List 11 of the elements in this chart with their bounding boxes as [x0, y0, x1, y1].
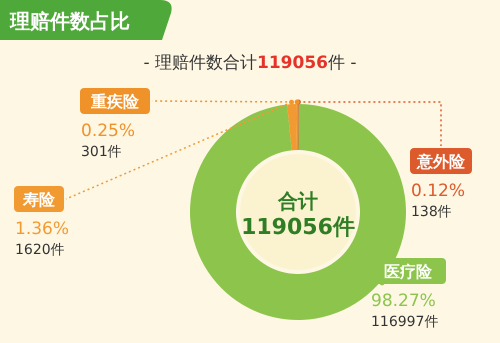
- data-label: 0.12% 138件: [411, 181, 466, 220]
- chart-title: 理赔件数占比: [9, 9, 130, 33]
- slice-label: 医疗险: [384, 262, 433, 281]
- data-label: 1.36% 1620件: [15, 219, 70, 258]
- slice-label: 意外险: [416, 152, 466, 171]
- data-label: 0.25% 301件: [81, 121, 136, 160]
- slice-label: 重疾险: [90, 92, 140, 111]
- text: 合计 119056件: [241, 189, 355, 240]
- chart-subtitle: - 理赔件数合计119056件 -: [143, 53, 357, 73]
- data-label: 98.27% 116997件: [371, 291, 438, 330]
- slice-label: 寿险: [22, 190, 56, 209]
